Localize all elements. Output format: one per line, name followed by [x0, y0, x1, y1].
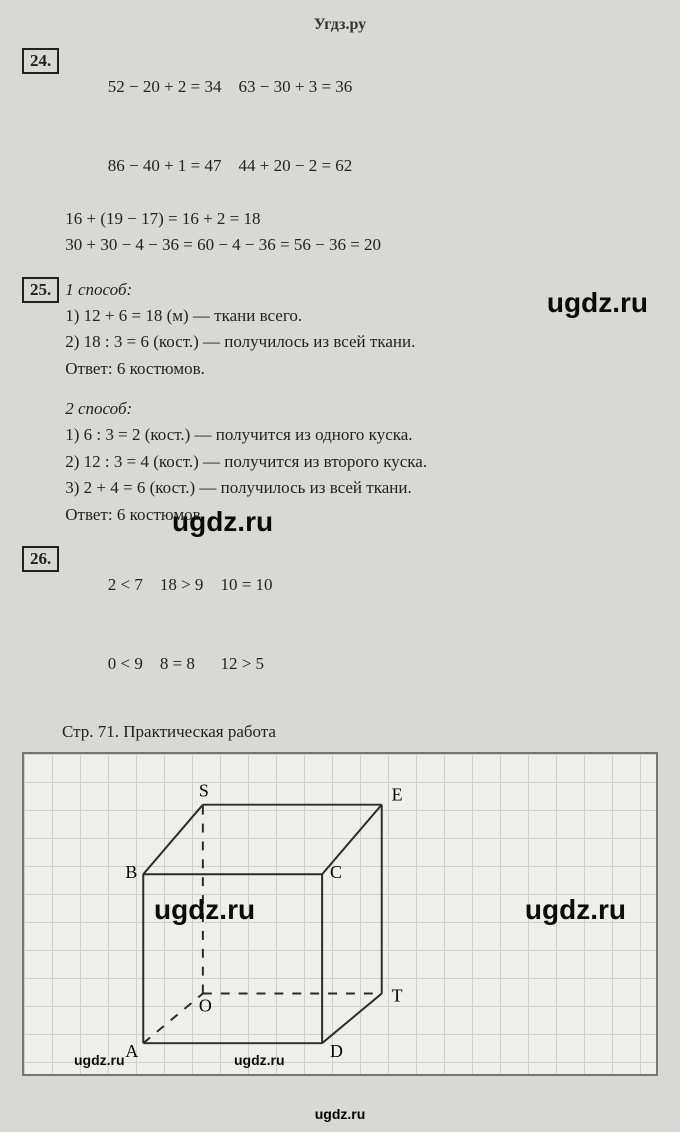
svg-text:A: A	[125, 1041, 138, 1061]
p24-line1a: 52 − 20 + 2 = 34	[108, 77, 222, 96]
svg-text:E: E	[392, 785, 403, 805]
svg-text:S: S	[199, 781, 209, 801]
p26-r1a: 2 < 7	[108, 575, 143, 594]
p24-line3: 16 + (19 − 17) = 16 + 2 = 18	[65, 206, 658, 232]
p26-r1b: 18 > 9	[160, 575, 204, 594]
svg-text:O: O	[199, 995, 212, 1015]
p25-m2-answer: Ответ: 6 костюмов.	[65, 502, 658, 528]
p26-r1c: 10 = 10	[220, 575, 272, 594]
page-header: Угдз.ру	[22, 16, 658, 34]
p25-m1-answer: Ответ: 6 костюмов.	[65, 356, 658, 382]
p25-method2-label: 2 способ:	[65, 399, 132, 418]
svg-text:T: T	[392, 985, 403, 1005]
problem-number-26: 26.	[22, 546, 59, 572]
p26-r2b: 8 = 8	[160, 654, 195, 673]
problem-24: 24. 52 − 20 + 2 = 34 63 − 30 + 3 = 36 86…	[22, 48, 658, 259]
p24-line4: 30 + 30 − 4 − 36 = 60 − 4 − 36 = 56 − 36…	[65, 232, 658, 258]
p24-line1b: 63 − 30 + 3 = 36	[239, 77, 353, 96]
svg-text:B: B	[125, 862, 137, 882]
svg-text:C: C	[330, 862, 342, 882]
p24-line2a: 86 − 40 + 1 = 47	[108, 156, 222, 175]
problem-25: 25. 1 способ: 1) 12 + 6 = 18 (м) — ткани…	[22, 277, 658, 528]
p25-m2-line1: 1) 6 : 3 = 2 (кост.) — получится из одно…	[65, 422, 658, 448]
p25-m1-line2: 2) 18 : 3 = 6 (кост.) — получилось из вс…	[65, 329, 658, 355]
problem-26: 26. 2 < 7 18 > 9 10 = 10 0 < 9 8 = 8 12 …	[22, 546, 658, 704]
section-label: Стр. 71. Практическая работа	[62, 722, 658, 742]
p24-line2b: 44 + 20 − 2 = 62	[239, 156, 353, 175]
footer-watermark: ugdz.ru	[0, 1106, 680, 1132]
problem-number-24: 24.	[22, 48, 59, 74]
p26-r2a: 0 < 9	[108, 654, 143, 673]
cube-diagram: ADBCOTSE ugdz.ru ugdz.ru ugdz.ru ugdz.ru	[22, 752, 658, 1076]
p25-method1-label: 1 способ:	[65, 280, 132, 299]
svg-text:D: D	[330, 1041, 343, 1061]
cube-svg: A D B C O T S E	[24, 754, 656, 1074]
problem-number-25: 25.	[22, 277, 59, 303]
p25-m1-line1: 1) 12 + 6 = 18 (м) — ткани всего.	[65, 303, 658, 329]
p25-m2-line2: 2) 12 : 3 = 4 (кост.) — получится из вто…	[65, 449, 658, 475]
p25-m2-line3: 3) 2 + 4 = 6 (кост.) — получилось из все…	[65, 475, 658, 501]
p26-r2c: 12 > 5	[220, 654, 264, 673]
